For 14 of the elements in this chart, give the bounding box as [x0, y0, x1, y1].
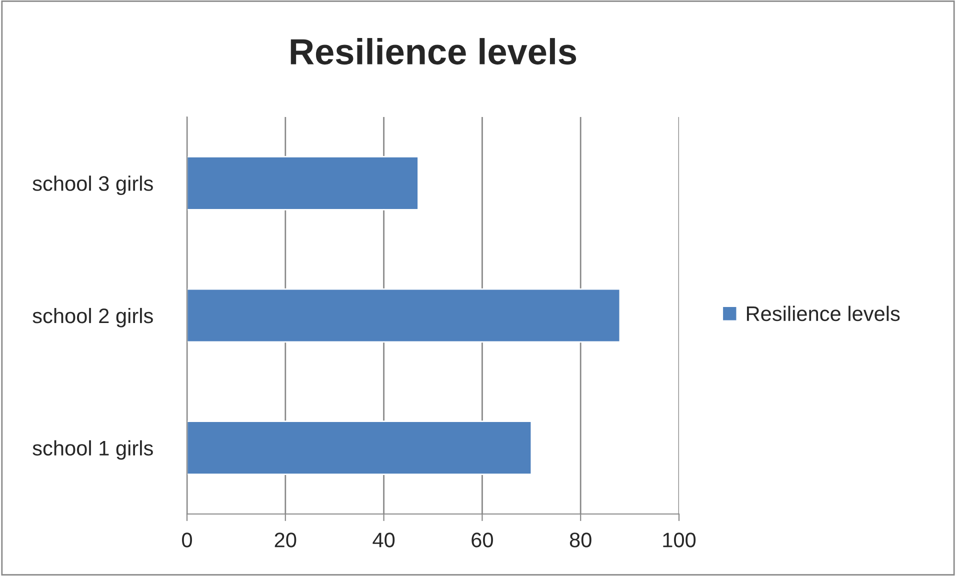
- y-tick-label: school 1 girls: [32, 440, 153, 460]
- bar: [187, 288, 621, 343]
- bar: [187, 156, 419, 210]
- chart-title: Resilience levels: [290, 38, 576, 65]
- legend-label: Resilience levels: [746, 306, 900, 322]
- y-tick-label: school 2 girls: [32, 308, 153, 328]
- x-tick-label: 60: [472, 532, 493, 548]
- x-tick-label: 20: [274, 532, 296, 548]
- x-tick-label: 0: [182, 532, 192, 548]
- y-tick-label: school 3 girls: [32, 176, 153, 196]
- x-tick-label: 100: [663, 532, 696, 548]
- x-tick-label: 40: [372, 532, 395, 548]
- x-tick-label: 80: [570, 532, 592, 548]
- bar: [187, 420, 532, 475]
